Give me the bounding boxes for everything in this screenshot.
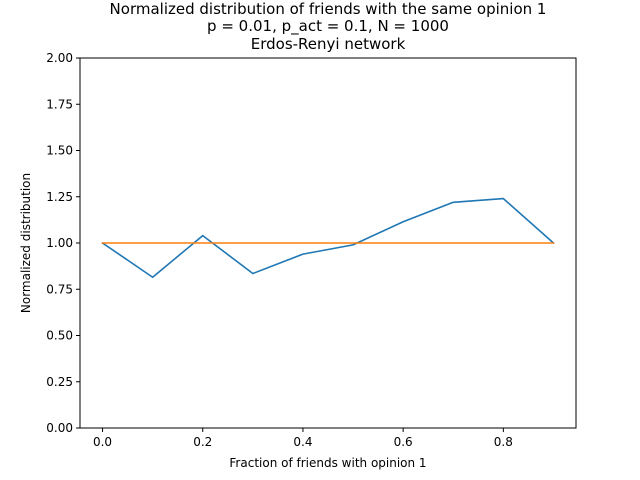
plot-area-frame [79,57,577,429]
x-axis-ticks: 0.0 0.2 0.4 0.6 0.8 [93,428,513,449]
y-axis-label: Normalized distribution [19,173,33,313]
y-tick-label: 0.25 [46,375,73,389]
y-tick-label: 0.75 [46,282,73,296]
y-axis-ticks: 0.00 0.25 0.50 0.75 1.00 1.25 1.50 1.75 2.00 [46,51,80,435]
y-tick-label: 1.50 [46,144,73,158]
chart-title-line-1: Normalized distribution of friends with … [110,0,547,18]
chart-title-line-2: p = 0.01, p_act = 0.1, N = 1000 [207,17,449,36]
x-tick-label: 0.0 [93,435,112,449]
y-tick-label: 2.00 [46,51,73,65]
chart-title-line-3: Erdos-Renyi network [251,35,406,53]
y-tick-label: 1.75 [46,97,73,111]
y-tick-label: 0.00 [46,421,73,435]
x-tick-label: 0.2 [193,435,212,449]
series-layer [101,197,555,279]
x-axis-label: Fraction of friends with opinion 1 [229,456,426,470]
x-tick-label: 0.4 [293,435,312,449]
y-tick-label: 0.50 [46,329,73,343]
series-line-1 [101,197,555,279]
y-tick-label: 1.00 [46,236,73,250]
x-tick-label: 0.8 [494,435,513,449]
x-tick-label: 0.6 [394,435,413,449]
y-tick-label: 1.25 [46,190,73,204]
